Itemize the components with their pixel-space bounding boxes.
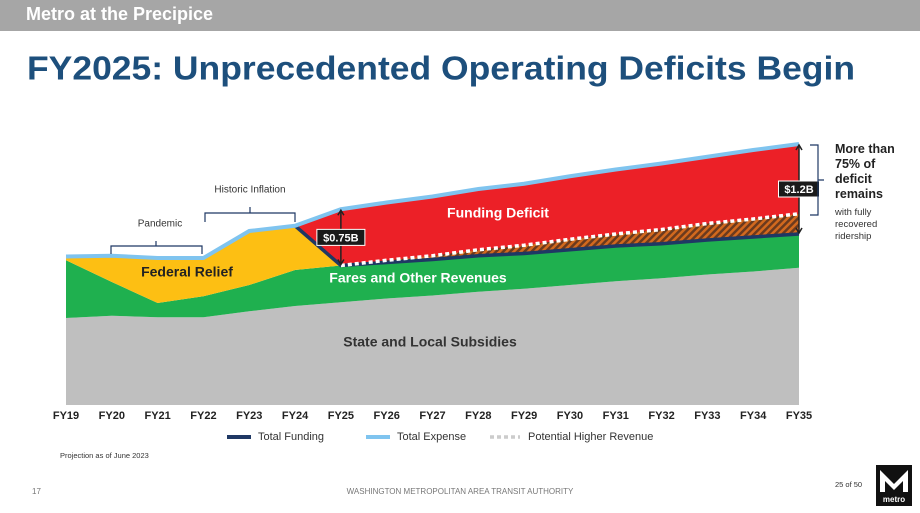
- total-funding-line: [293, 224, 800, 268]
- series-label: Federal Relief: [141, 264, 233, 280]
- x-tick-label: FY21: [144, 410, 170, 422]
- value-label: $1.2B: [784, 184, 813, 196]
- value-label: $0.75B: [323, 232, 359, 244]
- bracket: [110, 241, 203, 254]
- x-tick-label: FY22: [190, 410, 216, 422]
- x-tick-label: FY25: [328, 410, 354, 422]
- x-tick-label: FY35: [786, 410, 812, 422]
- x-tick-label: FY31: [603, 410, 629, 422]
- series-label: State and Local Subsidies: [343, 334, 517, 350]
- series-label: Fares and Other Revenues: [329, 270, 507, 286]
- x-tick-label: FY27: [419, 410, 445, 422]
- x-tick-label: FY33: [694, 410, 720, 422]
- legend-label: Total Funding: [258, 431, 324, 443]
- deficit-subnote: with fully recovered ridership: [835, 207, 878, 242]
- arrow-head: [337, 208, 345, 266]
- value-label-box: [316, 228, 366, 246]
- title: FY2025: Unprecedented Operating Deficits…: [27, 50, 855, 87]
- page-number: 17: [32, 487, 41, 496]
- value-label-box: [778, 180, 820, 198]
- x-tick-label: FY32: [648, 410, 674, 422]
- legend-label: Total Expense: [397, 431, 466, 443]
- logo-m: [880, 470, 908, 492]
- x-tick-label: FY24: [282, 410, 309, 422]
- bracket: [810, 144, 824, 216]
- series-label: Funding Deficit: [447, 205, 549, 221]
- x-tick-label: FY20: [99, 410, 125, 422]
- footer-org: WASHINGTON METROPOLITAN AREA TRANSIT AUT…: [347, 487, 574, 496]
- slide-count: 25 of 50: [835, 480, 862, 489]
- deficit-note: More than 75% of deficit remains: [835, 142, 895, 201]
- annotation: Pandemic: [138, 219, 182, 230]
- plot: $0.75B $1.2B State and Local Subsidies Fare…: [53, 142, 820, 443]
- bracket: [204, 207, 296, 222]
- x-tick-label: FY26: [374, 410, 400, 422]
- logo-text: metro: [883, 495, 905, 504]
- legend-label: Potential Higher Revenue: [528, 431, 653, 443]
- annotation: Historic Inflation: [214, 185, 285, 196]
- header: Metro at the Precipice: [26, 4, 213, 24]
- x-tick-label: FY28: [465, 410, 491, 422]
- area: [66, 267, 799, 405]
- total-expense-line: [65, 142, 800, 260]
- projection-note: Projection as of June 2023: [60, 451, 149, 460]
- arrow-head: [795, 143, 803, 235]
- header-bar: [0, 0, 920, 31]
- x-tick-label: FY34: [740, 410, 767, 422]
- x-tick-label: FY30: [557, 410, 583, 422]
- x-tick-label: FY23: [236, 410, 262, 422]
- area: [66, 225, 341, 303]
- x-tick-label: FY29: [511, 410, 537, 422]
- area: [66, 234, 799, 318]
- x-tick-label: FY19: [53, 410, 79, 422]
